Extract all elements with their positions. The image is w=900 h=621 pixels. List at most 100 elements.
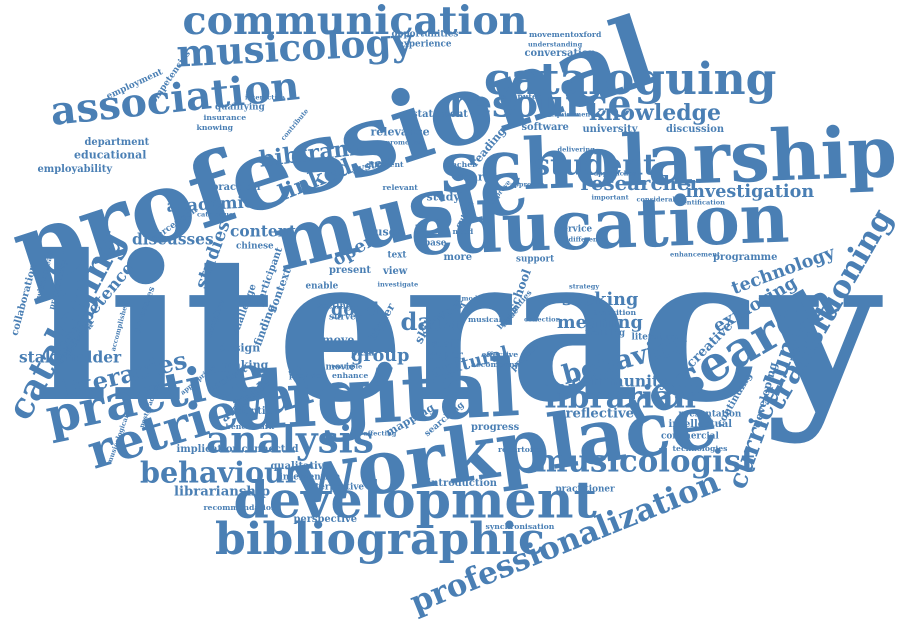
word-delivering: delivering (557, 145, 595, 154)
word-paper: paper (427, 348, 463, 362)
word-enhance: enhance (332, 371, 369, 380)
word-reflective: reflective (565, 406, 635, 422)
word-approach: approach (510, 180, 545, 189)
word-movementoxford: movementoxford (529, 30, 602, 39)
word-software: software (521, 122, 569, 133)
word-department: department (84, 137, 150, 148)
word-behaviour: behaviour (140, 455, 300, 490)
word-pksh: pksh (351, 348, 375, 359)
word-analysis: analysis (206, 417, 374, 462)
word-librarian: librarian (544, 379, 696, 416)
word-effective: effective (481, 350, 519, 359)
word-important: important (591, 193, 629, 202)
word-considerable: considerable (636, 195, 684, 204)
word-researcher: researcher (580, 171, 700, 195)
word-recommendation: recommendation (203, 503, 277, 512)
word-qualitative: qualitative (270, 461, 330, 472)
word-literature: literature (631, 332, 679, 343)
word-setting: setting (317, 301, 353, 312)
word-need: need (452, 227, 474, 236)
word-discussion: discussion (666, 124, 725, 135)
word-understanding: understanding (528, 40, 583, 49)
word-relevant: relevant (382, 183, 418, 192)
word-university: university (582, 124, 638, 135)
word-staff: staff (431, 337, 459, 351)
word-requirement: requirement (547, 110, 594, 119)
word-literacy: literacy (32, 212, 878, 447)
word-approaches: approaches (594, 169, 637, 178)
word-adoption: adoption (230, 406, 280, 417)
word-collection: collection (524, 315, 561, 324)
word-stakeholder: stakeholder (19, 348, 122, 367)
word-study: study (426, 190, 460, 204)
word-move: move (322, 333, 355, 347)
word-training: training (585, 328, 626, 339)
word-librarianship: librarianship (174, 484, 271, 500)
word-strategy: strategy (569, 282, 600, 291)
word-identification: identification (675, 198, 725, 207)
word-musical: musical (468, 315, 502, 324)
word-affecting: affecting (363, 429, 397, 438)
word-commercial: commercial (661, 431, 719, 442)
word-development: development (233, 469, 597, 530)
word-conversation: conversation (524, 48, 596, 59)
word-teacher: teacher (443, 160, 477, 169)
word-transition: transition (593, 308, 637, 317)
word-interpretive: interpretive (305, 482, 365, 493)
word-provide: provide (289, 371, 322, 380)
word-knowing: knowing (196, 123, 234, 132)
word-insurance: insurance (203, 113, 247, 122)
word-interactive: interactive (245, 93, 285, 102)
word-cataloguing: cataloguing (484, 54, 777, 105)
word-difference: difference (568, 235, 606, 244)
word-seeking: seeking (562, 289, 639, 310)
word-resource: resource (448, 81, 632, 126)
word-musicologist: musicologist (535, 443, 756, 480)
word-movie: movie (325, 362, 355, 373)
word-content: content (230, 222, 297, 241)
word-investigate: investigate (377, 280, 419, 289)
word-meaning: meaning (557, 312, 643, 333)
word-programme: programme (713, 252, 778, 263)
word-practical: practical (211, 182, 261, 193)
word-repertoire: repertoire (498, 445, 542, 454)
word-view: view (383, 266, 408, 277)
word-introduction: introduction (427, 478, 497, 489)
word-catalogue: catalogue (197, 210, 234, 219)
word-community: community (571, 372, 669, 391)
word-practitioner: practitioner (555, 484, 615, 495)
word-communication: communication (182, 0, 528, 44)
word-investigation: investigation (685, 181, 815, 202)
word-design: design (219, 341, 261, 355)
word-group: group (351, 345, 410, 366)
word-perspective: perspective (293, 514, 357, 525)
word-employability: employability (37, 164, 113, 175)
word-opportunities: opportunities (391, 29, 459, 40)
word-relevance: relevance (370, 125, 430, 139)
word-user: user (374, 225, 402, 239)
word-data: data (400, 307, 460, 336)
word-accompany: accompany (471, 360, 520, 369)
word-knowledge: knowledge (589, 100, 721, 126)
word-bibliographic: bibliographic (215, 514, 545, 565)
word-qualifying: qualifying (215, 102, 265, 113)
word-promotion: promotion (385, 138, 425, 147)
word-example: example (331, 362, 363, 371)
word-benchmark: benchmark (225, 422, 275, 431)
word-progress: progress (471, 422, 520, 433)
word-making: making (222, 358, 269, 372)
word-chinese: chinese (236, 241, 274, 252)
word-enable: enable (305, 281, 339, 292)
word-service: service (557, 224, 593, 235)
word-more: more (443, 252, 473, 263)
word-base: base (424, 238, 447, 249)
word-support: support (516, 254, 555, 265)
word-implication: implication (176, 444, 240, 455)
word-discusses: discusses (132, 230, 214, 249)
word-intervention: intervention (279, 472, 341, 483)
word-search: search (457, 170, 499, 184)
word-musicology: musicology (175, 19, 415, 76)
word-statement: statement (412, 109, 468, 120)
word-presentation: presentation (678, 409, 742, 420)
